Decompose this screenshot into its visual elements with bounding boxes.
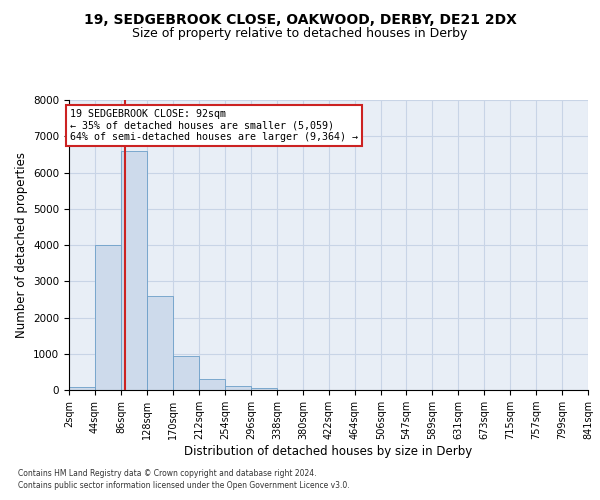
Text: Contains HM Land Registry data © Crown copyright and database right 2024.: Contains HM Land Registry data © Crown c… <box>18 468 317 477</box>
Bar <box>121 151 147 390</box>
Bar <box>69 388 95 390</box>
X-axis label: Distribution of detached houses by size in Derby: Distribution of detached houses by size … <box>184 445 473 458</box>
Bar <box>199 379 225 390</box>
Text: 19 SEDGEBROOK CLOSE: 92sqm
← 35% of detached houses are smaller (5,059)
64% of s: 19 SEDGEBROOK CLOSE: 92sqm ← 35% of deta… <box>70 109 358 142</box>
Y-axis label: Number of detached properties: Number of detached properties <box>14 152 28 338</box>
Bar <box>95 245 121 390</box>
Text: Contains public sector information licensed under the Open Government Licence v3: Contains public sector information licen… <box>18 481 350 490</box>
Bar <box>251 388 277 390</box>
Bar <box>225 386 251 390</box>
Bar <box>173 356 199 390</box>
Text: Size of property relative to detached houses in Derby: Size of property relative to detached ho… <box>133 28 467 40</box>
Text: 19, SEDGEBROOK CLOSE, OAKWOOD, DERBY, DE21 2DX: 19, SEDGEBROOK CLOSE, OAKWOOD, DERBY, DE… <box>83 12 517 26</box>
Bar <box>147 296 173 390</box>
